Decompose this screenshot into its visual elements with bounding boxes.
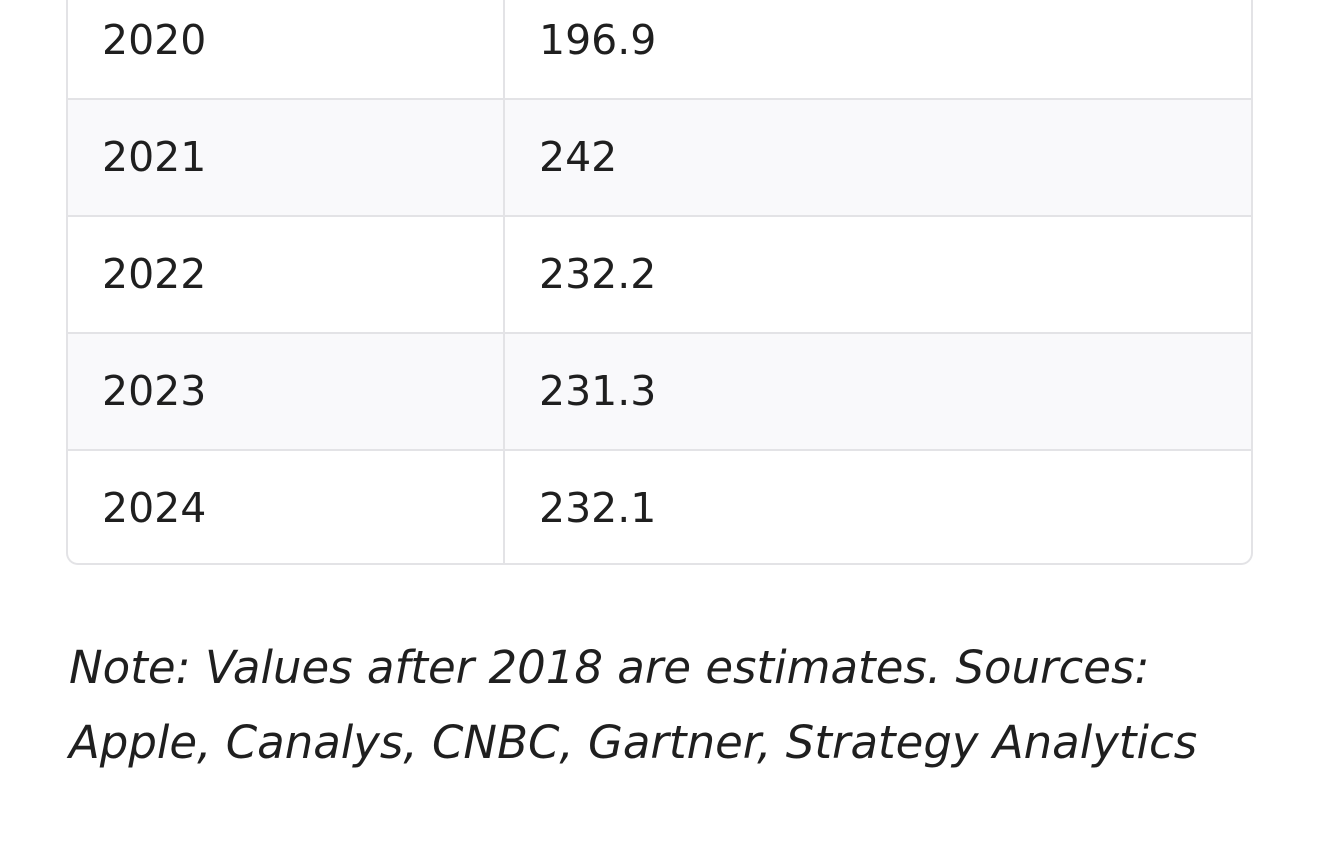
year-cell: 2022 — [68, 216, 505, 334]
year-cell: 2020 — [68, 0, 505, 100]
table-row: 2024 232.1 — [68, 450, 1251, 563]
data-table: 2020 196.9 2021 242 2022 232.2 2023 231.… — [68, 0, 1251, 563]
table-row: 2021 242 — [68, 99, 1251, 217]
table-row: 2022 232.2 — [68, 216, 1251, 334]
value-cell: 231.3 — [504, 333, 1251, 451]
year-cell: 2021 — [68, 99, 505, 217]
table-row: 2023 231.3 — [68, 333, 1251, 451]
value-cell: 242 — [504, 99, 1251, 217]
value-cell: 232.2 — [504, 216, 1251, 334]
data-table-container: 2020 196.9 2021 242 2022 232.2 2023 231.… — [66, 0, 1253, 565]
source-note: Note: Values after 2018 are estimates. S… — [69, 641, 1198, 769]
year-cell: 2024 — [68, 450, 505, 563]
table-row: 2020 196.9 — [68, 0, 1251, 100]
value-cell: 196.9 — [504, 0, 1251, 100]
year-cell: 2023 — [68, 333, 505, 451]
value-cell: 232.1 — [539, 484, 657, 532]
